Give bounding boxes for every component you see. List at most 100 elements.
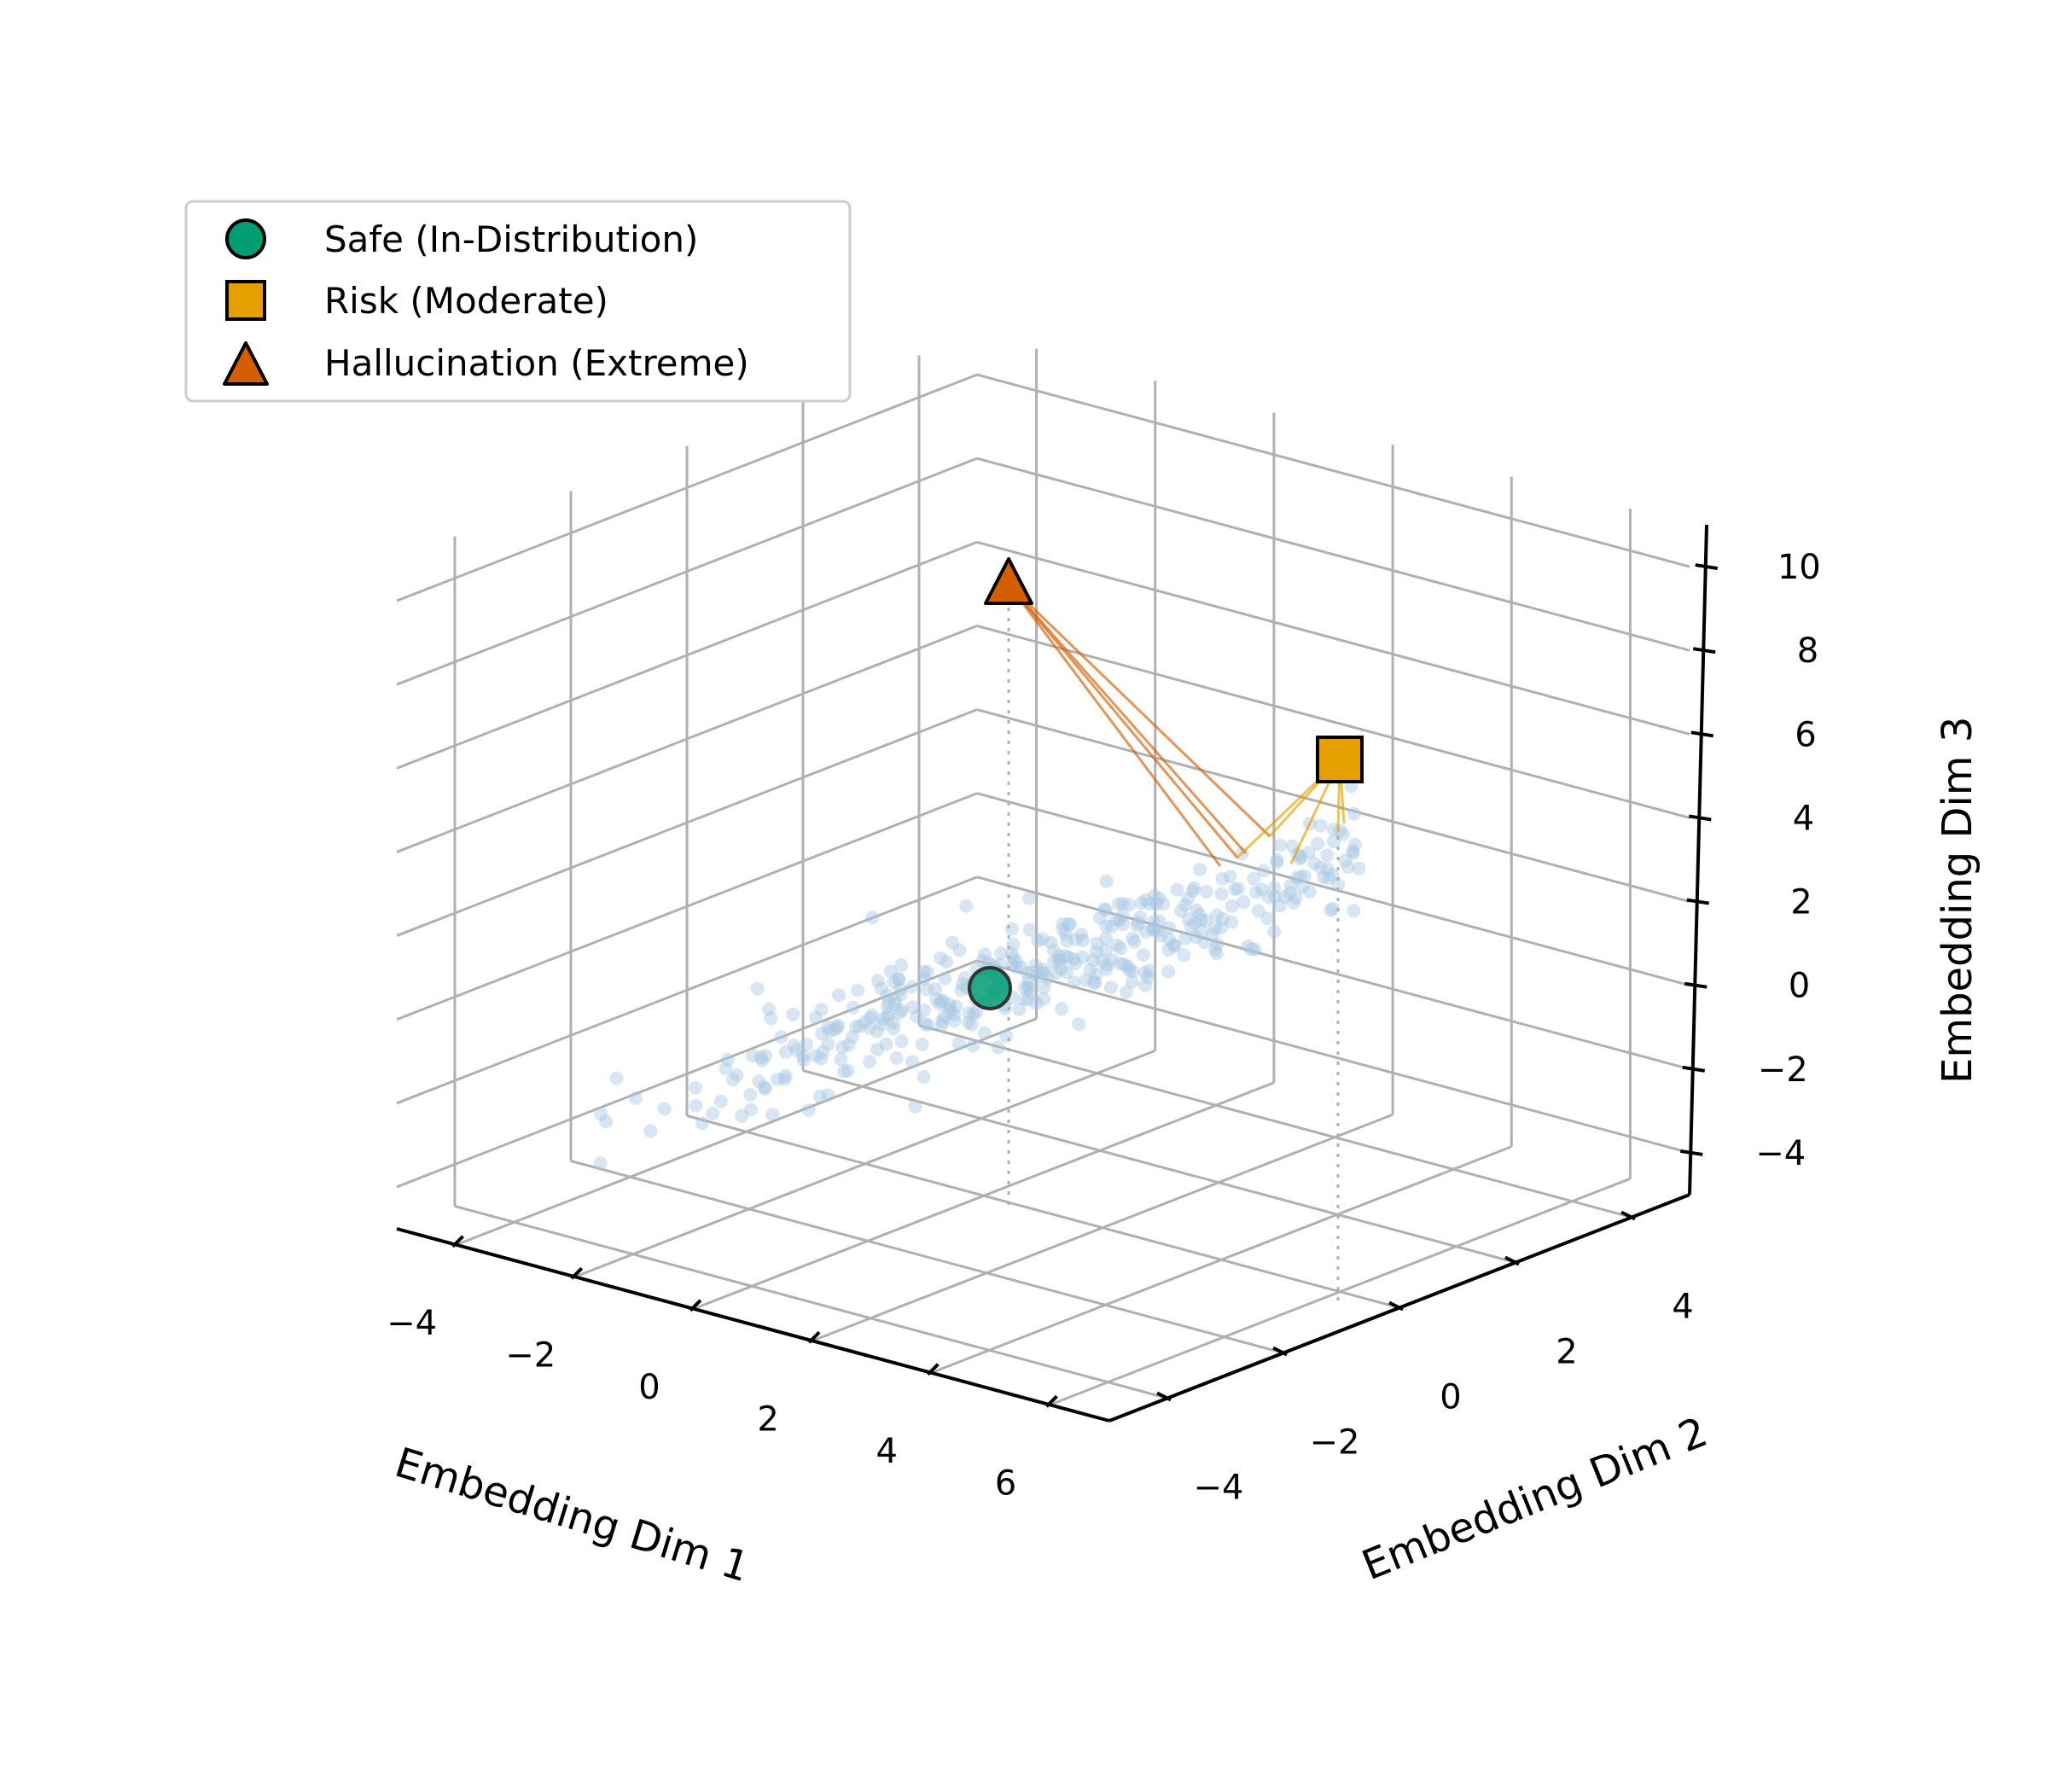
grid-line-z-left: [396, 959, 978, 1189]
cloud-point: [849, 1020, 864, 1034]
cloud-point: [841, 1038, 856, 1052]
z-tick-label: −4: [1755, 1134, 1806, 1173]
axis-ticks: [451, 563, 1719, 1408]
cloud-point: [735, 1108, 749, 1123]
cloud-point: [863, 1010, 877, 1025]
cloud-point: [1214, 887, 1229, 901]
x-tick-label: 0: [638, 1368, 660, 1407]
cloud-point: [1192, 907, 1207, 922]
cloud-point: [821, 1037, 835, 1051]
cloud-point: [1075, 950, 1090, 964]
cloud-point: [893, 1005, 907, 1020]
cloud-point: [1347, 837, 1362, 852]
cloud-point: [796, 1053, 811, 1068]
cloud-point: [1115, 896, 1130, 911]
cloud-point: [720, 1053, 735, 1067]
grid-line-z-left: [396, 457, 978, 686]
cloud-point: [1324, 903, 1338, 917]
z-tick-label: 8: [1797, 631, 1818, 671]
cloud-point: [935, 1018, 950, 1033]
cloud-point: [870, 1024, 884, 1039]
cloud-point: [1209, 946, 1224, 961]
cloud-point: [1294, 850, 1308, 864]
cloud-point: [1012, 1002, 1027, 1016]
cloud-point: [888, 998, 903, 1011]
cloud-point: [1006, 951, 1021, 965]
cloud-point: [1260, 911, 1275, 926]
legend-hallucination-marker: [223, 341, 269, 386]
legend-risk-marker: [225, 280, 266, 321]
cloud-point: [1213, 921, 1228, 935]
cloud-point: [1122, 963, 1137, 977]
cloud-point: [1208, 942, 1223, 957]
z-tick-label: 10: [1777, 548, 1821, 587]
cloud-point: [1017, 992, 1032, 1006]
cloud-point: [1294, 870, 1308, 884]
cloud-point: [1178, 898, 1192, 912]
cloud-point: [1040, 971, 1055, 986]
cloud-point: [1146, 922, 1161, 935]
cloud-point: [1029, 996, 1044, 1010]
cloud-point: [1099, 919, 1114, 934]
cloud-point: [657, 1102, 672, 1116]
cloud-point: [975, 953, 990, 968]
cloud-point: [1241, 939, 1255, 953]
cloud-point: [947, 1014, 962, 1028]
cloud-point: [834, 1052, 848, 1067]
z-tick: [1688, 814, 1712, 822]
cloud-point: [1283, 886, 1297, 900]
cloud-point: [865, 1008, 880, 1022]
cloud-point: [744, 1103, 758, 1117]
cloud-point: [1074, 928, 1089, 942]
cloud-point: [1193, 863, 1207, 876]
cloud-point: [730, 1068, 744, 1082]
cloud-point: [1058, 949, 1073, 963]
cloud-point: [954, 983, 969, 998]
cloud-point: [1061, 950, 1075, 964]
cloud-point: [1137, 966, 1152, 980]
cloud-point: [1295, 880, 1310, 894]
cloud-point: [1037, 992, 1051, 1006]
cloud-point: [1285, 839, 1300, 853]
cloud-point: [876, 1011, 891, 1026]
cloud-point: [1046, 943, 1061, 957]
x-tick-label: 6: [995, 1463, 1016, 1503]
cloud-point: [875, 1017, 889, 1032]
grid-line-z-back: [976, 876, 1690, 1071]
cloud-point: [1178, 931, 1193, 945]
hallucination-connector-line: [1007, 584, 1248, 854]
grid-line-z-back: [976, 624, 1690, 819]
cloud-point: [1087, 975, 1101, 989]
legend: Safe (In-Distribution) Risk (Moderate) H…: [184, 200, 852, 403]
cloud-point: [1143, 897, 1157, 911]
cloud-point: [1026, 965, 1040, 980]
cloud-point: [1110, 938, 1125, 952]
cloud-point: [1099, 874, 1114, 888]
y-tick-label: −4: [1194, 1469, 1244, 1508]
cloud-point: [905, 980, 919, 994]
cloud-point: [1215, 911, 1230, 926]
cloud-point: [952, 943, 967, 957]
cloud-point: [1347, 806, 1361, 821]
cloud-point: [1037, 965, 1051, 980]
cloud-point: [814, 1051, 829, 1066]
cloud-point: [1056, 922, 1070, 937]
cloud-point: [609, 1071, 624, 1085]
cloud-point: [1147, 914, 1161, 928]
cloud-point: [1020, 966, 1034, 980]
cloud-point: [966, 1006, 980, 1021]
grid-line-z-back: [976, 708, 1690, 904]
y-tick: [1388, 1300, 1404, 1312]
cloud-point: [823, 1024, 837, 1038]
cloud-point: [1313, 818, 1328, 833]
cloud-point: [1231, 881, 1245, 896]
cloud-point: [1152, 891, 1167, 905]
cloud-point: [1117, 957, 1132, 972]
cloud-point: [845, 1030, 859, 1044]
cloud-point: [858, 1015, 872, 1029]
cloud-point: [1215, 871, 1230, 886]
cloud-point: [1037, 980, 1051, 995]
cloud-point: [1189, 930, 1203, 945]
cloud-point: [1015, 960, 1029, 975]
